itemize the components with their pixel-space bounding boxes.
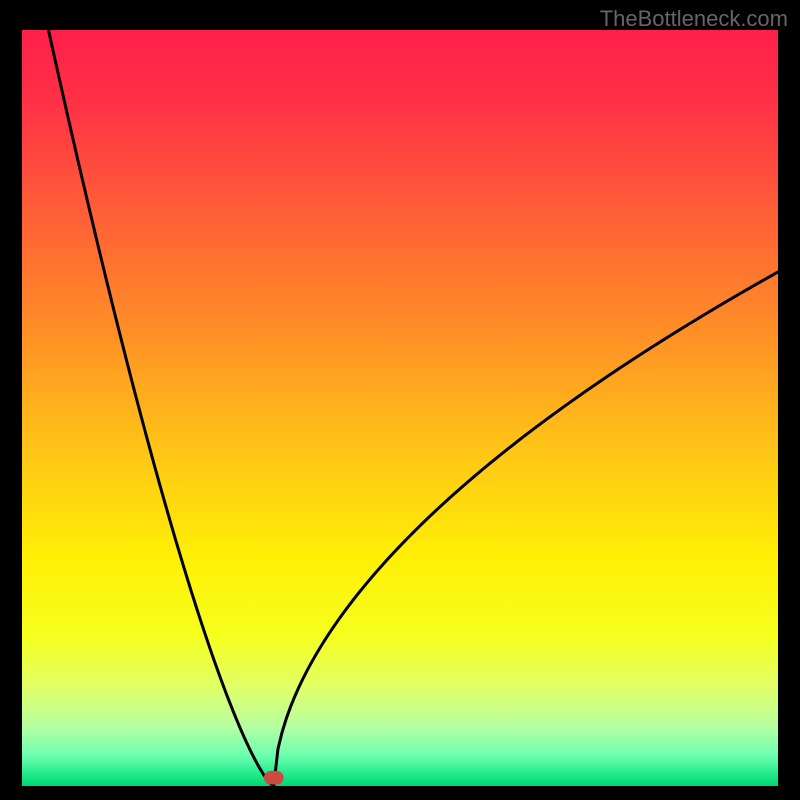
minimum-marker [264, 771, 284, 785]
gradient-background [22, 30, 778, 786]
plot-svg [22, 30, 778, 786]
outer-frame: TheBottleneck.com [0, 0, 800, 800]
plot-area [22, 30, 778, 786]
watermark-text: TheBottleneck.com [600, 6, 788, 32]
